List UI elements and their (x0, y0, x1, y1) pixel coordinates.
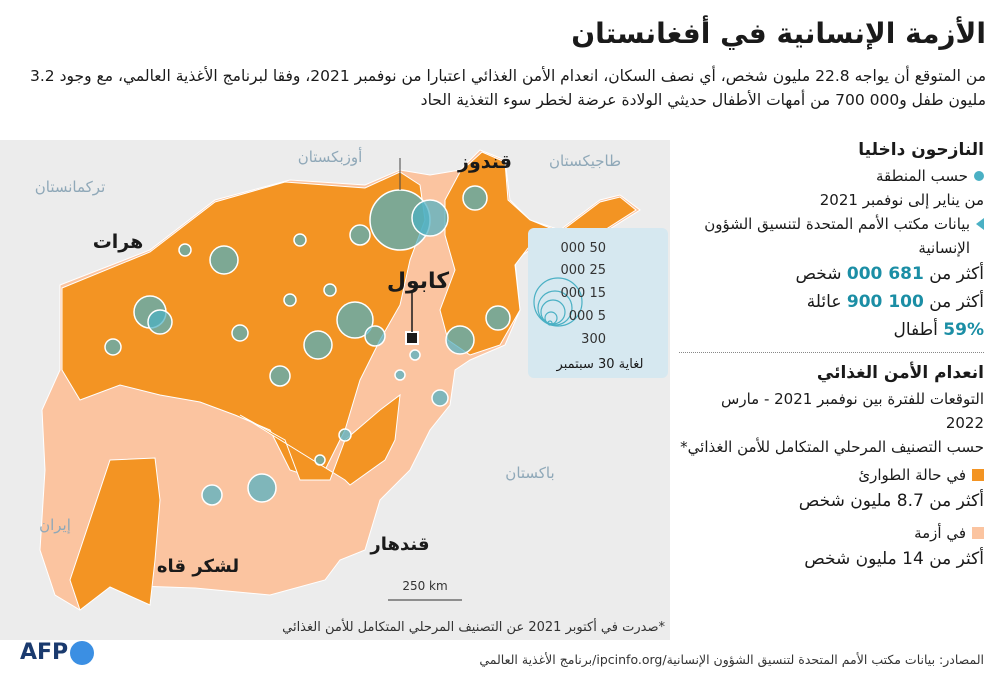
emergency-label: في حالة الطوارئ (858, 466, 966, 484)
label-kunduz: قندوز (457, 151, 512, 173)
idp-bubble (485, 305, 511, 331)
ipc-label: حسب التصنيف المرحلي المتكامل للأمن الغذا… (680, 438, 984, 456)
idp-bubble (394, 369, 406, 381)
crisis-key: في أزمة (679, 521, 984, 545)
divider (679, 352, 984, 353)
afp-logo-dot (70, 640, 95, 665)
idp-bubble (269, 365, 291, 387)
by-region-label: حسب المنطقة (875, 167, 968, 185)
families-stat: أكثر من 100 900 عائلة (806, 292, 984, 312)
label-lashkar-gah: لشكر قاه (157, 556, 239, 577)
legend-value: 15 000 (560, 286, 606, 301)
emergency-region-southwest (69, 457, 161, 611)
afghanistan-map: تركمانستان أوزبكستان طاجيكستان باكستان إ… (0, 140, 670, 640)
label-herat: هرات (93, 231, 144, 253)
idp-bubble (314, 454, 326, 466)
idp-bubbles (104, 185, 511, 506)
afp-logo: AFP (20, 640, 95, 665)
idp-bubble (411, 199, 449, 237)
idp-bubble (231, 324, 249, 342)
food-heading: انعدام الأمن الغذائي (816, 363, 984, 383)
legend-value: 5 000 (569, 309, 606, 324)
label-kabul: كابول (387, 269, 449, 294)
footnote: *صدرت في أكتوبر 2021 عن التصنيف المرحلي … (282, 620, 665, 635)
idp-bubble (209, 245, 239, 275)
legend-caption: لغاية 30 سبتمبر (556, 357, 644, 372)
intro-text: من المتوقع أن يواجه 22.8 مليون شخص، أي ن… (30, 67, 986, 109)
idp-bubble (283, 293, 297, 307)
idp-bubble (349, 224, 371, 246)
crisis-value: أكثر من 14 مليون شخص (804, 549, 984, 569)
idp-bubble (431, 389, 449, 407)
legend-value: 300 (581, 332, 606, 347)
page-title: الأزمة الإنسانية في أفغانستان (571, 17, 986, 50)
idp-bubble (178, 243, 192, 257)
idp-heading: النازحون داخليا (858, 140, 984, 160)
bubble-legend: 50 000 25 000 15 000 5 000 300 لغاية 30 … (528, 228, 668, 378)
children-stat: 59% أطفال (893, 320, 985, 340)
idp-bubble (247, 473, 277, 503)
legend-value: 25 000 (560, 263, 606, 278)
idp-bubble (293, 233, 307, 247)
label-kandahar: قندهار (369, 534, 429, 555)
bubble-key-icon (974, 171, 984, 181)
idp-bubble (104, 338, 122, 356)
idp-bubble (323, 283, 337, 297)
source-credit: المصادر: بيانات مكتب الأمم المتحدة لتنسي… (479, 652, 984, 667)
kabul-marker (405, 331, 419, 345)
idp-bubble (147, 309, 173, 335)
idp-bubble (201, 484, 223, 506)
sidebar: النازحون داخليا حسب المنطقة من يناير إلى… (679, 136, 984, 573)
label-turkmenistan: تركمانستان (35, 178, 106, 196)
scale-label: 250 km (402, 579, 447, 593)
legend-value: 50 000 (560, 241, 606, 256)
arrow-icon (976, 218, 984, 230)
crisis-swatch (972, 527, 984, 539)
label-tajikistan: طاجيكستان (549, 152, 621, 170)
period-label: من يناير إلى نوفمبر 2021 (819, 191, 984, 209)
emergency-swatch (972, 469, 984, 481)
crisis-label: في أزمة (914, 524, 966, 542)
idp-bubble (445, 325, 475, 355)
emergency-key: في حالة الطوارئ (679, 463, 984, 487)
idp-bubble (336, 301, 374, 339)
idp-bubble (338, 428, 352, 442)
forecast-label: التوقعات للفترة بين نوفمبر 2021 - مارس 2… (721, 390, 984, 432)
idp-bubble (303, 330, 333, 360)
idp-bubble (462, 185, 488, 211)
legend-box (528, 228, 668, 378)
label-uzbekistan: أوزبكستان (298, 147, 363, 166)
idp-bubble (364, 325, 386, 347)
emergency-value: أكثر من 8.7 مليون شخص (798, 491, 984, 511)
emergency-region-central (239, 393, 401, 486)
idp-bubble (409, 349, 421, 361)
ocha-row: بيانات مكتب الأمم المتحدة لتنسيق الشؤون … (679, 212, 984, 260)
ocha-source: بيانات مكتب الأمم المتحدة لتنسيق الشؤون … (704, 215, 970, 257)
label-pakistan: باكستان (505, 464, 554, 482)
by-region-row: حسب المنطقة (679, 164, 984, 188)
people-stat: أكثر من 681 000 شخص (795, 264, 984, 284)
label-iran: إيران (39, 516, 71, 534)
